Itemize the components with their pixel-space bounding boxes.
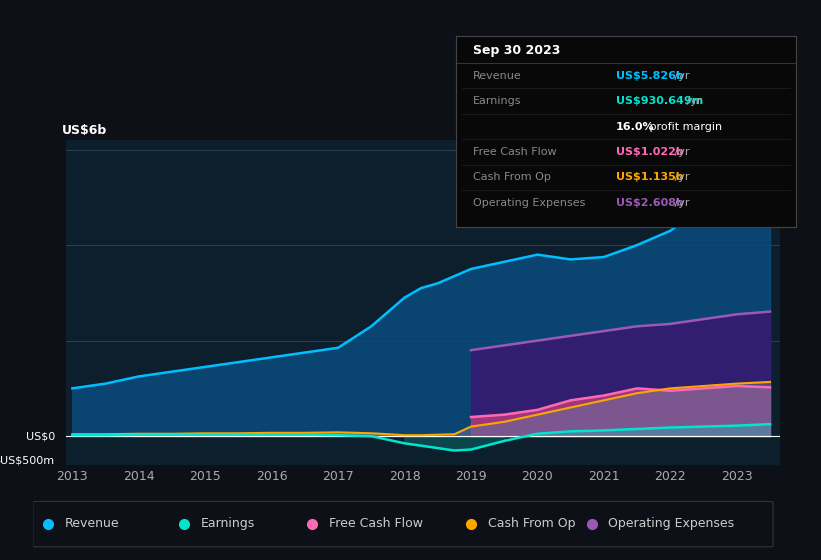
Text: Earnings: Earnings <box>473 96 521 106</box>
Text: Cash From Op: Cash From Op <box>488 517 575 530</box>
Text: US$2.608b: US$2.608b <box>616 198 684 208</box>
Text: 16.0%: 16.0% <box>616 122 654 132</box>
Text: US$6b: US$6b <box>62 124 108 137</box>
Text: profit margin: profit margin <box>646 122 722 132</box>
Text: /yr: /yr <box>671 172 690 183</box>
Text: US$930.649m: US$930.649m <box>616 96 703 106</box>
Text: Free Cash Flow: Free Cash Flow <box>329 517 423 530</box>
Text: /yr: /yr <box>671 71 690 81</box>
Text: US$5.826b: US$5.826b <box>616 71 684 81</box>
Text: Operating Expenses: Operating Expenses <box>608 517 735 530</box>
Text: Sep 30 2023: Sep 30 2023 <box>473 44 560 57</box>
Text: /yr: /yr <box>671 147 690 157</box>
Text: Operating Expenses: Operating Expenses <box>473 198 585 208</box>
Text: US$1.022b: US$1.022b <box>616 147 684 157</box>
Text: Revenue: Revenue <box>473 71 521 81</box>
Text: /yr: /yr <box>683 96 702 106</box>
Text: US$0: US$0 <box>25 431 55 441</box>
Text: US$1.135b: US$1.135b <box>616 172 683 183</box>
Text: Earnings: Earnings <box>200 517 255 530</box>
Text: -US$500m: -US$500m <box>0 455 55 465</box>
Text: Revenue: Revenue <box>65 517 119 530</box>
Text: Cash From Op: Cash From Op <box>473 172 551 183</box>
Text: /yr: /yr <box>671 198 690 208</box>
Text: Free Cash Flow: Free Cash Flow <box>473 147 557 157</box>
